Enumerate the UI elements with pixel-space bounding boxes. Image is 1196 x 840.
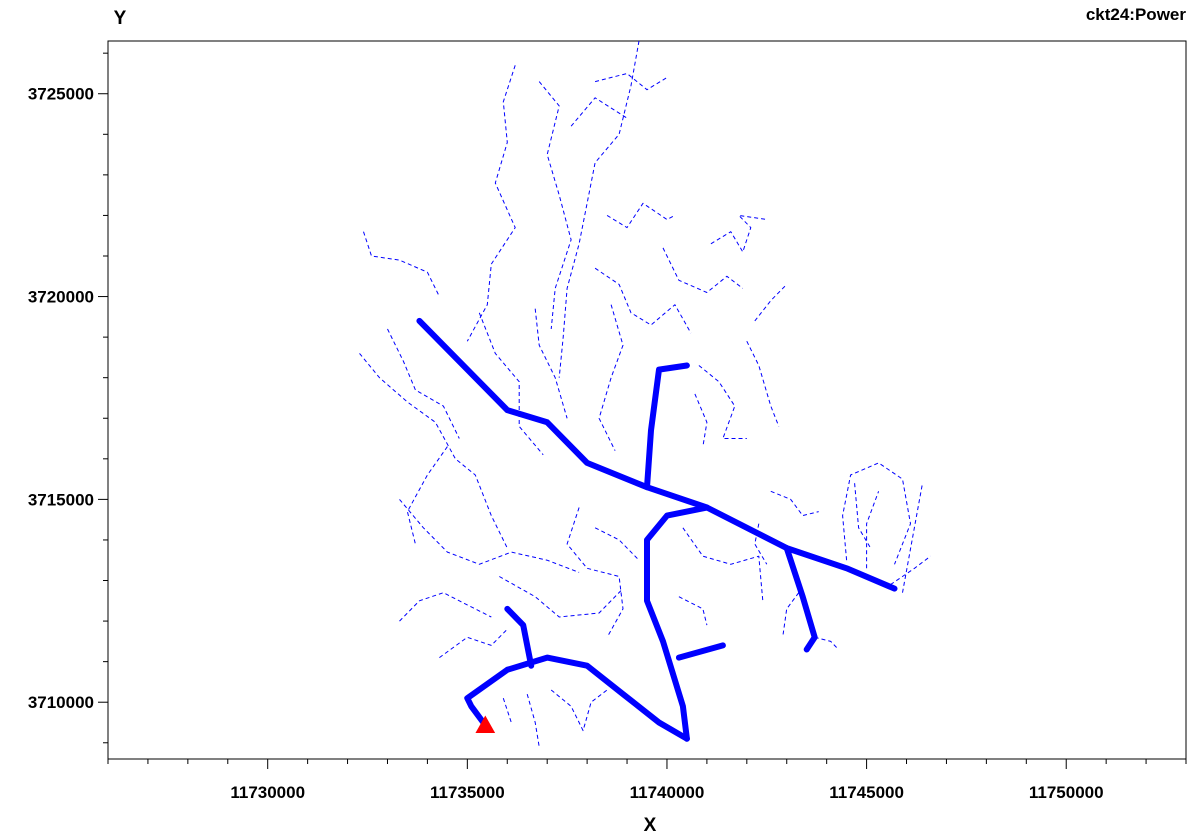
lateral-line-23: [439, 628, 508, 659]
lateral-line-25: [526, 693, 540, 747]
lateral-line-31: [754, 523, 768, 565]
lateral-line-35: [866, 491, 880, 569]
lateral-line-29: [678, 596, 708, 626]
lateral-line-9: [399, 499, 580, 573]
trunk-line-5: [783, 545, 818, 653]
lateral-line-7: [359, 353, 508, 549]
lateral-line-15: [662, 247, 744, 293]
lateral-line-39: [754, 284, 788, 322]
trunk-line-1: [644, 362, 690, 491]
lateral-line-18: [694, 393, 708, 447]
lateral-line-21: [499, 576, 624, 618]
plot-area: [107, 40, 1187, 760]
x-tick-label: 11735000: [430, 783, 505, 802]
lateral-line-30: [770, 490, 819, 517]
lateral-line-17: [698, 365, 747, 439]
x-tick-label: 11745000: [829, 783, 904, 802]
y-tick-label: 3720000: [28, 288, 94, 307]
lateral-line-28: [682, 527, 764, 601]
lateral-line-4: [570, 97, 628, 127]
lateral-line-16: [710, 214, 767, 253]
x-tick-label: 11750000: [1029, 783, 1104, 802]
trunk-line-4: [675, 642, 726, 661]
lateral-line-19: [746, 340, 780, 427]
lateral-line-8: [387, 328, 460, 439]
lateral-line-34: [842, 462, 911, 565]
series-layer: [359, 40, 931, 747]
x-axis-label: X: [644, 815, 657, 836]
lateral-line-27: [594, 527, 640, 561]
y-axis-label: Y: [114, 8, 127, 29]
source-marker: [475, 715, 496, 734]
lateral-line-37: [902, 483, 923, 593]
x-tick-label: 11730000: [230, 783, 305, 802]
lateral-line-20: [566, 507, 624, 638]
lateral-line-26: [502, 698, 512, 723]
lateral-line-13: [594, 267, 692, 334]
plot-frame: [107, 40, 1187, 760]
lateral-line-24: [550, 689, 608, 732]
trunk-line-3: [464, 654, 690, 742]
lateral-line-14: [598, 304, 624, 451]
y-tick-label: 3725000: [28, 85, 94, 104]
lateral-line-2: [466, 65, 516, 342]
trunk-line-6: [504, 605, 535, 669]
y-tick-label: 3710000: [28, 693, 94, 712]
lateral-line-10: [406, 446, 448, 545]
chart-title: ckt24:Power: [1086, 5, 1187, 24]
trunk-line-2: [644, 504, 710, 742]
lateral-line-1: [538, 81, 572, 330]
lateral-line-11: [478, 312, 544, 456]
lateral-line-3: [594, 73, 668, 91]
lateral-line-38: [854, 483, 872, 549]
lateral-line-12: [534, 308, 568, 419]
lateral-line-36: [890, 555, 931, 586]
y-tick-label: 3715000: [28, 490, 94, 509]
lateral-line-6: [363, 231, 440, 297]
lateral-line-33: [814, 636, 839, 650]
marker-layer: [475, 715, 496, 734]
lateral-line-0: [558, 40, 640, 378]
x-tick-label: 11740000: [630, 783, 705, 802]
axes-layer: 11730000 11735000 11740000 11745000 11750000…: [28, 52, 1187, 802]
lateral-line-5: [606, 202, 676, 229]
